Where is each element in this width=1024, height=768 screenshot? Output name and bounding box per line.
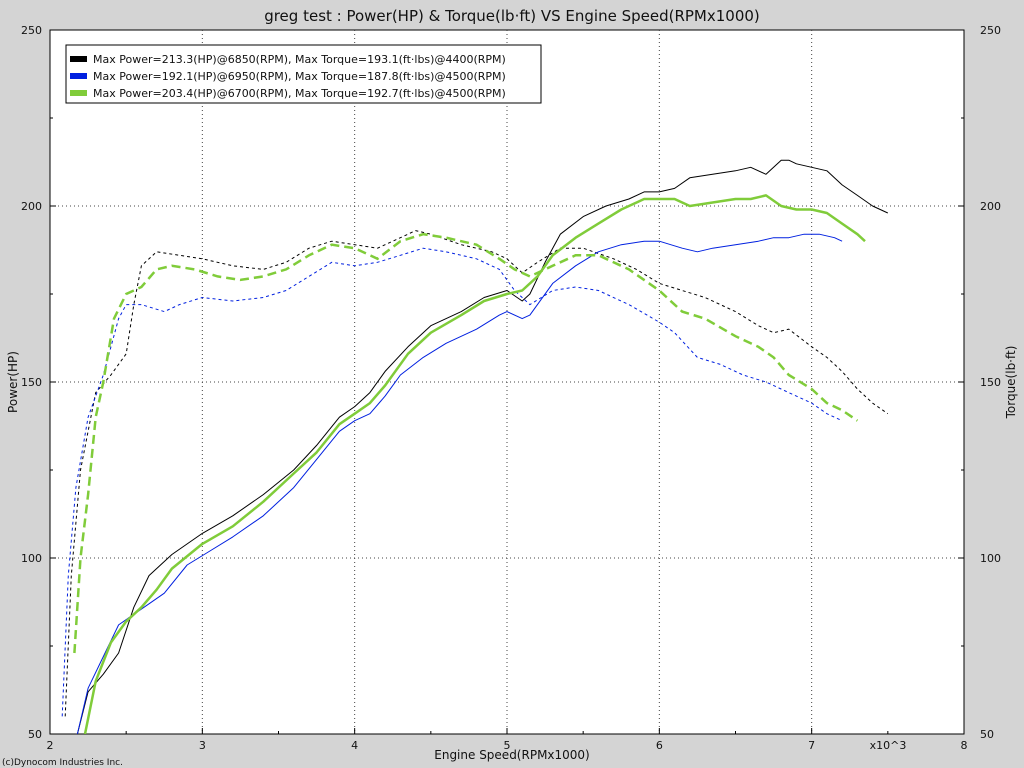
x-tick-label: 7 [808,739,815,752]
torque-curve-run-3 [73,232,859,654]
y-axis-label-left: Power(HP) [6,351,20,413]
legend-swatch-run-1 [70,56,87,62]
curves [61,159,889,734]
x-axis-label: Engine Speed(RPMx1000) [434,748,590,762]
ticks: 2 3 4 5 6 7 8 50 50 100 100 150 150 200 200 250 250 [21,24,1001,752]
y-tick-label-left: 250 [21,24,42,37]
x-tick-label: 2 [47,739,54,752]
y-tick-label-left: 200 [21,200,42,213]
legend-box [65,44,542,104]
x-tick-label: 3 [199,739,206,752]
y-tick-label-left: 50 [28,728,42,741]
legend-entry-run-2: Max Power=192.1(HP)@6950(RPM), Max Torqu… [93,70,506,83]
y-tick-label-right: 50 [980,728,994,741]
torque-curve-run-1 [64,230,889,717]
y-axis-label-right: Torque(lb·ft) [1004,346,1018,420]
power-curve-run-2 [76,233,843,734]
y-tick-label-left: 150 [21,376,42,389]
legend-entry-run-3: Max Power=203.4(HP)@6700(RPM), Max Torqu… [93,87,506,100]
x-tick-label: 6 [656,739,663,752]
grid [50,30,964,734]
power-curve-run-1 [76,159,889,734]
y-tick-label-right: 100 [980,552,1001,565]
x-tick-label: 8 [961,739,968,752]
legend-swatch-run-2 [70,73,87,79]
y-tick-label-left: 100 [21,552,42,565]
y-tick-label-right: 200 [980,200,1001,213]
copyright-text: (c)Dynocom Industries Inc. [2,758,123,768]
chart-title: greg test : Power(HP) & Torque(lb·ft) VS… [264,7,760,25]
legend: Max Power=213.3(HP)@6850(RPM), Max Torqu… [65,44,542,104]
legend-swatch-run-3 [70,90,87,96]
legend-entry-run-1: Max Power=213.3(HP)@6850(RPM), Max Torqu… [93,53,506,66]
y-tick-label-right: 250 [980,24,1001,37]
x-tick-label: 5 [504,739,511,752]
power-curve-run-3 [83,194,866,734]
y-tick-label-right: 150 [980,376,1001,389]
x-multiplier-label: x10^3 [870,739,907,752]
torque-curve-run-2 [61,247,843,717]
x-tick-label: 4 [351,739,358,752]
